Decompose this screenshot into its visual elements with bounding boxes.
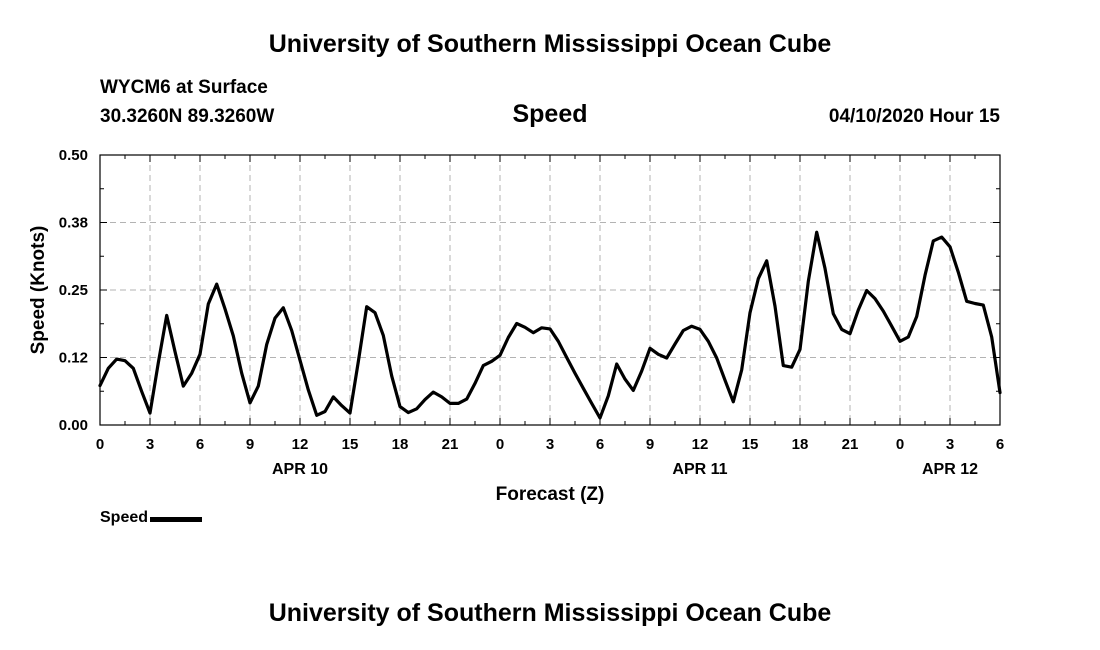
date-label: APR 11 (672, 461, 727, 478)
chart-title: University of Southern Mississippi Ocean… (268, 30, 832, 58)
legend-label: Speed (100, 509, 149, 526)
x-tick-label: 9 (246, 436, 254, 453)
x-tick-label: 0 (896, 436, 904, 453)
x-tick-label: 6 (196, 436, 204, 453)
x-tick-label: 15 (342, 436, 359, 453)
y-axis-title: Speed (Knots) (28, 226, 49, 355)
date-label: APR 12 (922, 461, 978, 478)
x-tick-label: 21 (842, 436, 859, 453)
speed-series-line (98, 230, 1002, 420)
x-tick-label: 0 (496, 436, 504, 453)
x-tick-label: 21 (442, 436, 459, 453)
y-tick-label: 0.50 (59, 147, 88, 164)
date-label: APR 10 (272, 461, 328, 478)
x-tick-label: 6 (596, 436, 604, 453)
x-tick-label: 3 (546, 436, 554, 453)
x-tick-label: 3 (146, 436, 154, 453)
x-tick-label: 6 (996, 436, 1004, 453)
x-tick-label: 12 (692, 436, 709, 453)
date-labels: APR 10 APR 11 APR 12 (272, 461, 978, 478)
y-tick-label: 0.00 (59, 417, 88, 434)
legend: Speed (100, 509, 203, 527)
x-tick-labels: 0 3 6 9 12 15 18 21 0 3 6 9 12 15 18 21 0 3 6 (96, 436, 1004, 453)
variable-title: Speed (512, 100, 588, 128)
grid-lines (100, 155, 1000, 425)
x-tick-label: 18 (792, 436, 809, 453)
y-tick-label: 0.12 (59, 350, 88, 367)
footer-title: University of Southern Mississippi Ocean… (268, 599, 832, 627)
x-tick-label: 9 (646, 436, 654, 453)
station-label: WYCM6 at Surface (100, 77, 268, 98)
y-tick-label: 0.38 (59, 215, 88, 232)
coordinates-label: 30.3260N 89.3260W (100, 106, 275, 127)
x-tick-label: 3 (946, 436, 954, 453)
x-tick-label: 15 (742, 436, 759, 453)
x-tick-label: 12 (292, 436, 309, 453)
x-tick-label: 18 (392, 436, 409, 453)
y-tick-labels: 0.00 0.12 0.25 0.38 0.50 (59, 147, 88, 434)
axis-ticks (99, 154, 1001, 426)
datetime-label: 04/10/2020 Hour 15 (828, 106, 1000, 127)
legend-swatch (150, 517, 203, 522)
x-tick-label: 0 (96, 436, 104, 453)
x-axis-title: Forecast (Z) (496, 484, 605, 505)
y-tick-label: 0.25 (59, 282, 88, 299)
